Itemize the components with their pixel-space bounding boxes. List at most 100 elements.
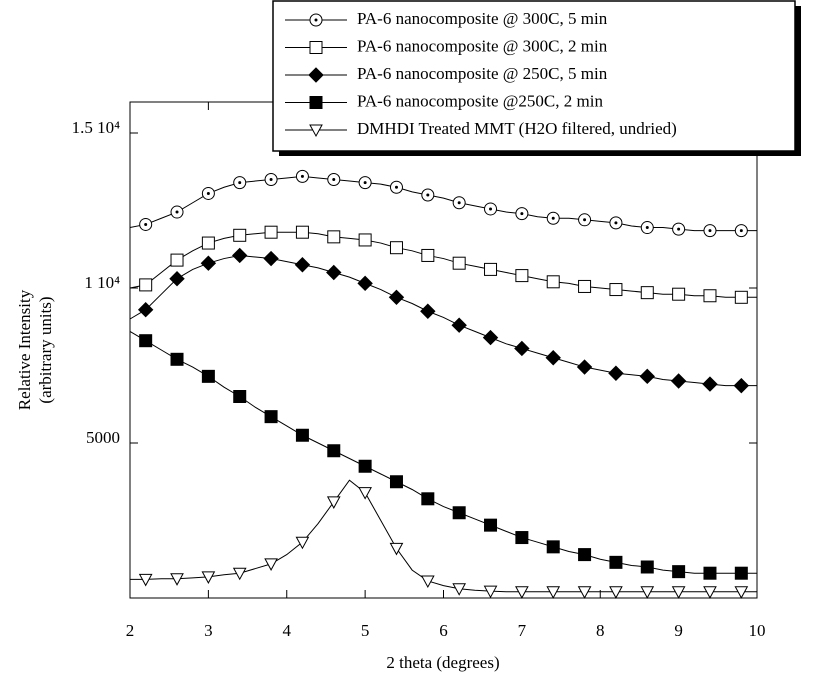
marker xyxy=(358,459,372,473)
marker xyxy=(640,286,654,300)
marker xyxy=(515,531,529,545)
x-tick-label: 4 xyxy=(283,621,292,640)
marker-dot xyxy=(175,210,179,214)
marker-dot xyxy=(300,174,304,178)
marker xyxy=(309,41,323,54)
marker xyxy=(309,96,323,109)
marker xyxy=(609,216,623,230)
marker xyxy=(734,224,748,238)
marker-dot xyxy=(457,201,461,205)
y-tick-label: 1 10⁴ xyxy=(84,273,120,292)
x-tick-label: 10 xyxy=(749,621,766,640)
marker xyxy=(233,176,247,190)
marker xyxy=(670,373,687,389)
y-tick-label: 1.5 10⁴ xyxy=(72,118,121,137)
marker xyxy=(734,290,748,304)
marker-dot xyxy=(332,178,336,181)
marker xyxy=(576,359,593,375)
marker-dot xyxy=(363,181,367,185)
marker xyxy=(640,221,654,235)
marker xyxy=(420,575,435,588)
marker xyxy=(295,225,309,239)
marker xyxy=(451,317,467,333)
y-tick-label: 5000 xyxy=(86,428,120,447)
marker xyxy=(389,475,403,489)
marker xyxy=(484,202,498,216)
y-axis-label: Relative Intensity xyxy=(15,289,34,410)
marker xyxy=(482,329,499,346)
marker xyxy=(672,287,686,301)
marker xyxy=(138,573,153,587)
marker xyxy=(358,233,372,247)
marker xyxy=(420,303,436,319)
marker xyxy=(327,173,341,186)
y-axis-label: (arbitrary units) xyxy=(36,296,55,403)
marker-dot xyxy=(520,212,524,216)
x-tick-label: 8 xyxy=(596,621,605,640)
marker xyxy=(514,340,530,357)
marker xyxy=(389,180,403,194)
marker xyxy=(484,518,498,532)
marker-dot xyxy=(677,227,681,231)
marker xyxy=(484,262,498,276)
marker xyxy=(170,253,184,267)
marker xyxy=(703,566,717,580)
x-tick-label: 6 xyxy=(439,621,448,640)
marker-dot xyxy=(238,181,242,185)
marker xyxy=(388,289,405,306)
marker xyxy=(139,334,153,348)
marker xyxy=(264,410,278,424)
marker-dot xyxy=(314,18,318,22)
x-tick-label: 2 xyxy=(126,621,135,640)
marker-dot xyxy=(269,178,273,181)
x-tick-label: 9 xyxy=(674,621,683,640)
marker xyxy=(545,350,561,366)
marker xyxy=(703,586,717,599)
marker xyxy=(169,270,185,287)
marker xyxy=(546,275,560,289)
legend-label: DMHDI Treated MMT (H2O filtered, undried… xyxy=(357,119,677,138)
marker xyxy=(515,269,529,283)
marker xyxy=(608,365,624,381)
marker xyxy=(139,217,153,231)
marker xyxy=(326,264,342,281)
marker xyxy=(295,428,309,442)
legend-box xyxy=(272,0,796,152)
marker xyxy=(546,586,561,599)
marker-dot xyxy=(551,216,555,220)
marker xyxy=(734,566,748,580)
series-line xyxy=(129,175,757,232)
x-tick-label: 5 xyxy=(361,621,370,640)
marker xyxy=(703,289,717,303)
marker xyxy=(170,573,184,586)
marker-dot xyxy=(614,221,618,225)
marker xyxy=(137,301,154,318)
marker xyxy=(326,496,341,509)
legend-label: PA-6 nanocomposite @250C, 2 min xyxy=(357,91,603,110)
marker xyxy=(232,247,248,264)
marker xyxy=(609,586,623,599)
series-line xyxy=(129,231,757,298)
marker xyxy=(264,558,278,571)
marker-dot xyxy=(739,229,743,233)
marker xyxy=(327,444,341,458)
marker xyxy=(389,542,404,556)
marker xyxy=(264,225,278,239)
marker xyxy=(452,506,466,520)
marker xyxy=(421,248,435,262)
marker xyxy=(421,492,435,506)
marker xyxy=(640,560,654,574)
marker xyxy=(734,586,749,599)
marker xyxy=(201,236,215,250)
x-tick-label: 7 xyxy=(518,621,527,640)
marker xyxy=(327,230,341,244)
marker xyxy=(483,585,498,599)
marker-dot xyxy=(426,193,430,197)
legend: PA-6 nanocomposite @ 300C, 5 min PA-6 nan… xyxy=(272,0,801,156)
marker xyxy=(452,256,466,270)
marker xyxy=(357,275,373,292)
marker xyxy=(170,205,184,219)
legend-label: PA-6 nanocomposite @ 300C, 5 min xyxy=(357,9,608,28)
marker xyxy=(639,368,655,385)
